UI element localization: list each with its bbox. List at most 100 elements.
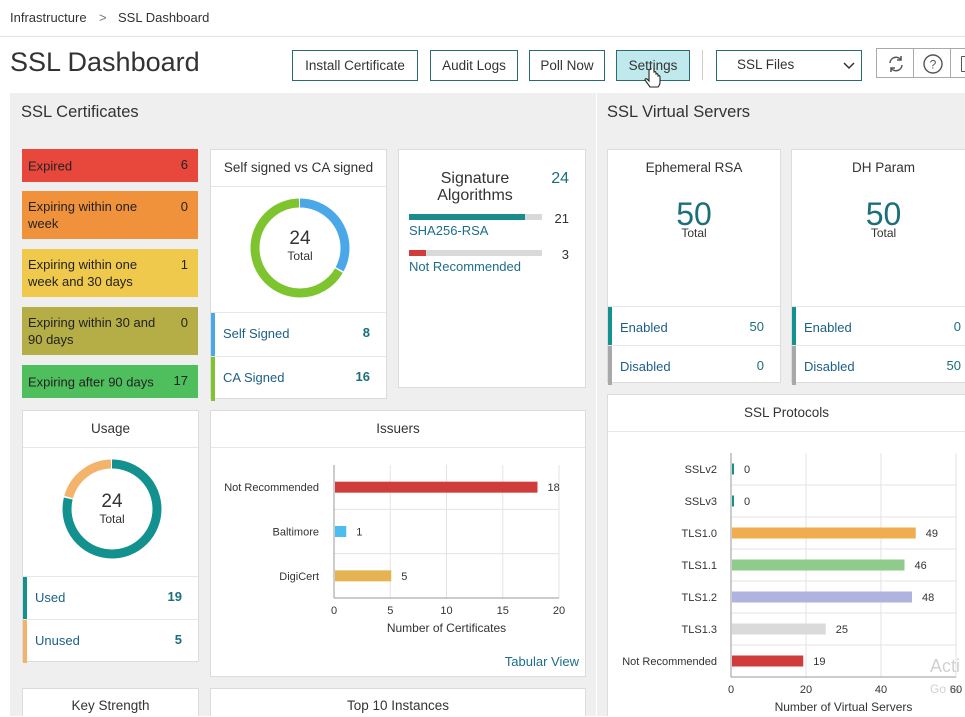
expiry-label: Expiring within one week and 30 days: [28, 257, 138, 289]
card-title: Issuers: [211, 411, 585, 448]
expiry-tile-after-90[interactable]: Expiring after 90 days 17: [22, 365, 198, 398]
page-title: SSL Dashboard: [10, 47, 200, 77]
chevron-down-icon: [843, 62, 855, 70]
stat-disabled[interactable]: Disabled 50: [792, 345, 965, 385]
help-icon: ?: [923, 54, 943, 74]
expiry-tile-30-days[interactable]: Expiring within one week and 30 days 1: [22, 249, 198, 297]
x-tick-label: 20: [553, 605, 565, 617]
stat-disabled[interactable]: Disabled 0: [608, 345, 780, 385]
stat-label: Enabled: [804, 320, 852, 335]
audit-logs-button[interactable]: Audit Logs: [430, 50, 518, 81]
stat-value: 19: [167, 589, 182, 604]
value-label: 1: [356, 527, 362, 539]
big-total: 50: [865, 196, 902, 232]
category-label: TLS1.3: [682, 624, 717, 636]
ssl-files-label: SSL Files: [737, 57, 795, 72]
usage-card: Usage 24 Total Used 19 Unused 5: [22, 410, 199, 663]
more-button[interactable]: [950, 48, 965, 78]
stat-label: Used: [35, 590, 66, 605]
sig-bar-track: [409, 214, 542, 220]
card-title: Top 10 Instances: [346, 698, 450, 713]
expiry-tile-expired[interactable]: Expired 6: [22, 149, 198, 182]
stat-unused[interactable]: Unused 5: [23, 619, 198, 663]
stat-value: 50: [749, 319, 764, 334]
bar: [732, 623, 826, 635]
section-divider: [596, 93, 597, 716]
watermark-line2: Go to: [930, 682, 960, 696]
sig-bar-track: [409, 250, 542, 256]
stat-label: Self Signed: [223, 326, 290, 341]
help-button[interactable]: ?: [913, 48, 951, 78]
stat-self-signed[interactable]: Self Signed 8: [211, 312, 386, 357]
donut-total: 24: [101, 491, 123, 512]
protocols-chart: 0 20 40 60 SSLv2 0 SSLv3 0 TLS1.0 49 TLS1.1 46 TLS1.…: [622, 453, 962, 714]
sig-label-not-recommended[interactable]: Not Recommended: [409, 259, 521, 274]
self-vs-ca-donut: [250, 198, 350, 298]
stat-ca-signed[interactable]: CA Signed 16: [211, 356, 386, 401]
value-label: 25: [836, 624, 848, 636]
expiry-tile-one-week[interactable]: Expiring within one week 0: [22, 191, 198, 239]
stat-color-bar: [792, 307, 796, 346]
stat-enabled[interactable]: Enabled 50: [608, 306, 780, 346]
stat-label: CA Signed: [223, 370, 285, 385]
category-label: Not Recommended: [224, 482, 319, 494]
x-tick-label: 0: [331, 605, 337, 617]
expiry-count: 6: [180, 157, 188, 172]
signature-total: 24: [551, 170, 569, 187]
bar: [732, 495, 734, 507]
expiry-tile-90-days[interactable]: Expiring within 30 and 90 days 0: [22, 307, 198, 355]
bar: [732, 463, 734, 475]
x-tick-label: 5: [387, 605, 393, 617]
install-certificate-button[interactable]: Install Certificate: [292, 50, 418, 81]
stat-color-bar: [608, 346, 612, 385]
bar: [732, 527, 916, 539]
card-title: DH Param: [851, 160, 915, 175]
sig-bar-fill: [409, 250, 426, 256]
poll-now-button[interactable]: Poll Now: [529, 50, 605, 81]
bar: [732, 591, 912, 603]
bar: [335, 481, 538, 493]
stat-value: 16: [355, 369, 370, 384]
value-label: 48: [922, 592, 934, 604]
x-tick-label: 0: [728, 684, 734, 696]
category-label: TLS1.2: [682, 592, 717, 604]
stat-used[interactable]: Used 19: [23, 576, 198, 620]
bar: [335, 570, 392, 582]
donut-segment: [250, 198, 350, 298]
watermark-line1: Acti: [930, 656, 961, 676]
ssl-certificates-heading: SSL Certificates: [21, 103, 139, 121]
tabular-view-link[interactable]: Tabular View: [504, 654, 579, 669]
refresh-icon: [889, 56, 903, 72]
breadcrumb: Infrastructure > SSL Dashboard: [0, 0, 965, 37]
donut-segment: [62, 459, 162, 559]
stat-label: Disabled: [804, 359, 855, 374]
big-total-label: Total: [870, 226, 897, 240]
breadcrumb-separator-icon: >: [99, 10, 107, 25]
stat-label: Enabled: [620, 320, 668, 335]
stat-color-bar: [608, 307, 612, 346]
value-label: 0: [744, 464, 750, 476]
bar: [732, 655, 804, 667]
expiry-count: 17: [173, 373, 188, 388]
x-tick-label: 15: [497, 605, 509, 617]
big-total-label: Total: [681, 226, 707, 240]
refresh-button[interactable]: [876, 48, 914, 78]
stat-enabled[interactable]: Enabled 0: [792, 306, 965, 346]
sig-label-sha256[interactable]: SHA256-RSA: [409, 223, 489, 238]
sig-value: 21: [554, 211, 569, 226]
document-icon: [961, 56, 965, 72]
card-title: SSL Protocols: [608, 395, 965, 432]
sig-value: 3: [561, 247, 569, 262]
ssl-files-dropdown[interactable]: SSL Files: [716, 50, 862, 81]
breadcrumb-root[interactable]: Infrastructure: [10, 10, 87, 25]
value-label: 46: [915, 560, 927, 572]
stat-color-bar: [23, 620, 27, 663]
x-tick-label: 60: [950, 684, 962, 696]
self-vs-ca-card: Self signed vs CA signed 24 Total Self S…: [210, 149, 387, 401]
value-label: 19: [813, 656, 825, 668]
stat-value: 0: [953, 319, 961, 334]
dh-param-card: DH Param 50 Total Enabled 0 Disabled 50: [791, 149, 965, 385]
issuers-chart: 0 5 10 15 20 Not Recommended 18 Baltimore 1 DigiC…: [224, 465, 565, 635]
category-label: DigiCert: [279, 571, 319, 583]
value-label: 49: [926, 528, 938, 540]
